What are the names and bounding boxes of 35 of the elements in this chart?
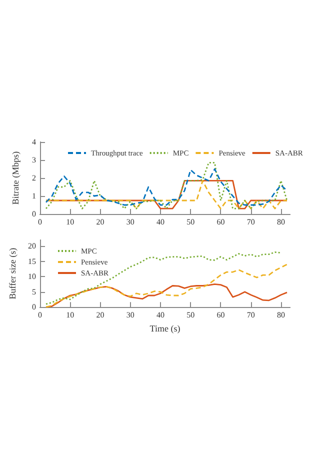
y-tick-label: 1 <box>32 192 36 200</box>
y-tick-label: 4 <box>32 138 36 146</box>
x-tick-label: 70 <box>246 310 255 320</box>
x-tick-label: 50 <box>186 310 195 320</box>
x-axis-title: Time (s) <box>150 324 180 334</box>
x-tick-label: 60 <box>216 310 225 320</box>
x-tick-label: 40 <box>156 218 164 226</box>
x-tick-label: 0 <box>38 310 42 320</box>
x-tick-label: 30 <box>126 310 134 320</box>
y-tick-label: 10 <box>28 272 36 282</box>
y-tick-label: 2 <box>32 174 36 182</box>
x-tick-label: 70 <box>246 218 255 226</box>
x-tick-label: 30 <box>126 218 134 226</box>
x-tick-label: 20 <box>96 310 104 320</box>
x-tick-label: 60 <box>216 218 225 226</box>
y-tick-label: 0 <box>32 302 36 312</box>
x-tick-label: 10 <box>66 310 74 320</box>
y-axis-title: Buffer size (s) <box>8 248 18 300</box>
x-tick-label: 0 <box>38 218 42 226</box>
x-tick-label: 10 <box>66 218 74 226</box>
y-tick-label: 15 <box>28 256 36 266</box>
x-tick-label: 80 <box>276 218 285 226</box>
y-tick-label: 20 <box>28 242 36 251</box>
line-series <box>45 162 288 210</box>
y-tick-label: 5 <box>32 287 36 296</box>
x-tick-label: 50 <box>186 218 195 226</box>
y-tick-label: 0 <box>32 210 36 218</box>
line-series <box>45 264 288 308</box>
x-tick-label: 40 <box>156 310 164 320</box>
x-tick-label: 20 <box>96 218 104 226</box>
y-axis-title: Bitrate (Mbps) <box>10 151 20 205</box>
line-series <box>45 180 288 210</box>
y-tick-label: 3 <box>32 156 36 164</box>
line-series <box>45 168 288 206</box>
x-tick-label: 80 <box>276 310 285 320</box>
